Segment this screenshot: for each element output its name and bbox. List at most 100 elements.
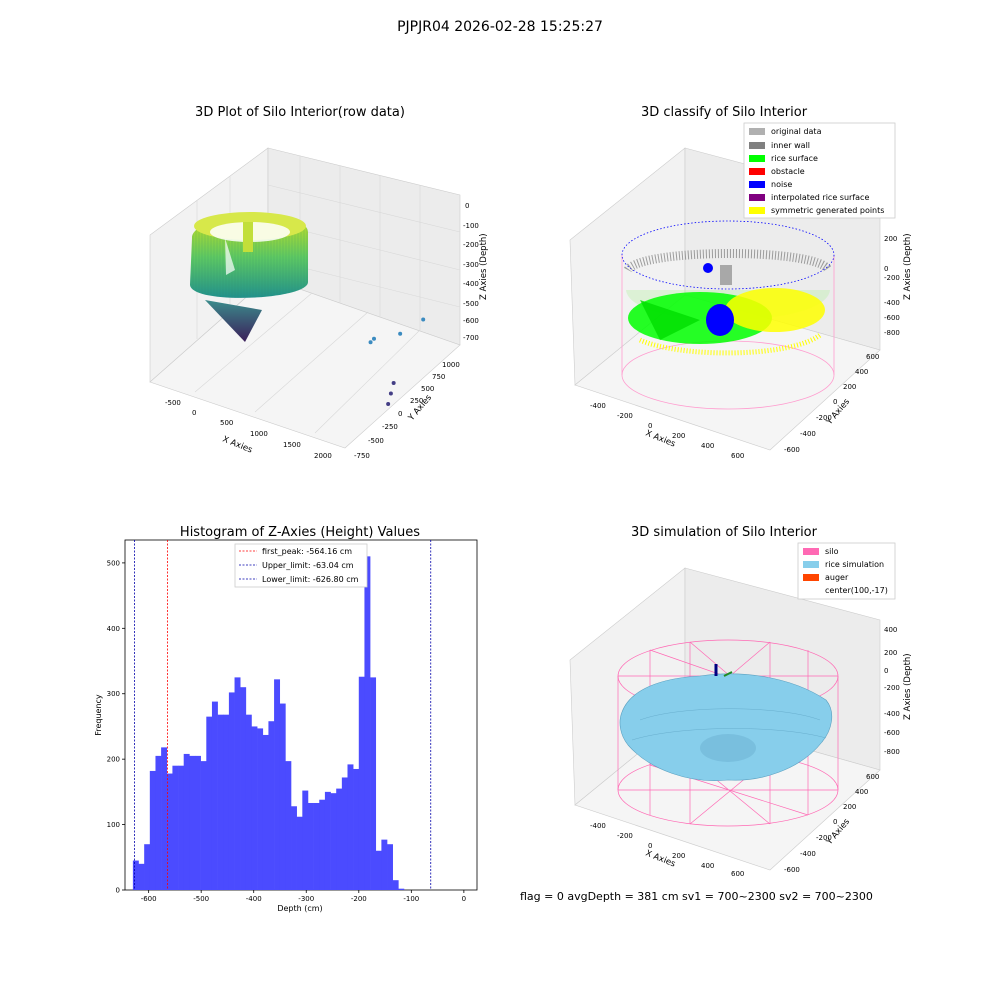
hist-bar-46 xyxy=(392,880,399,890)
p1-ytick-1: -500 xyxy=(368,437,384,445)
hist-bar-34 xyxy=(324,791,331,890)
p1-xtick-4: 1500 xyxy=(283,441,301,449)
panel-classify: 3D classify of Silo Interior original da… xyxy=(569,105,913,460)
hist-bar-36 xyxy=(336,788,343,890)
hist-bar-1 xyxy=(138,863,145,890)
hist-xtick-label-6: 0 xyxy=(462,895,466,903)
hist-bar-32 xyxy=(313,802,320,890)
hist-bar-47 xyxy=(398,888,405,890)
p2-ylabel: Y Axies xyxy=(824,397,852,428)
legend-swatch-silo xyxy=(803,548,819,555)
hist-bar-27 xyxy=(285,761,292,890)
p4-ytick-6: 600 xyxy=(866,773,879,781)
panel-histogram: Histogram of Z-Axies (Height) Values -60… xyxy=(94,525,478,913)
legend-swatch-sym xyxy=(749,207,765,214)
hist-bar-0 xyxy=(132,860,139,890)
hist-bar-14 xyxy=(211,701,218,890)
hist-bar-12 xyxy=(200,761,207,890)
p4-ytick-3: 0 xyxy=(833,818,837,826)
hist-bar-17 xyxy=(228,692,235,890)
legend-swatch-obstacle xyxy=(749,168,765,175)
p2-ztick-3: -400 xyxy=(884,299,900,307)
p2-ztick-2: -200 xyxy=(884,274,900,282)
p4-ztick-0: 400 xyxy=(884,626,897,634)
p4-xtick-0: -400 xyxy=(590,822,606,830)
legend-original: original data xyxy=(771,127,822,136)
hist-bar-18 xyxy=(234,677,241,890)
hist-bar-20 xyxy=(245,714,252,890)
p2-xtick-2: 0 xyxy=(648,422,652,430)
hist-bar-26 xyxy=(279,703,286,890)
p1-xtick-3: 1000 xyxy=(250,430,268,438)
hist-bar-40 xyxy=(358,676,365,890)
p4-ztick-4: -400 xyxy=(884,710,900,718)
hist-ytick-label-5: 500 xyxy=(107,559,120,567)
hist-bar-19 xyxy=(240,687,247,890)
hist-bar-13 xyxy=(206,716,213,890)
hist-legend: first_peak: -564.16 cm Upper_limit: -63.… xyxy=(234,543,368,588)
p2-ztick-0: 200 xyxy=(884,235,897,243)
hist-ylabel: Frequency xyxy=(94,694,103,736)
hist-bar-25 xyxy=(274,679,281,890)
hist-ytick-label-4: 400 xyxy=(107,625,120,633)
legend-swatch-noise xyxy=(749,181,765,188)
panel-raw-data: 3D Plot of Silo Interior(row data) xyxy=(149,105,489,460)
hist-bar-21 xyxy=(251,726,258,890)
panel3-title: Histogram of Z-Axies (Height) Values xyxy=(180,525,420,540)
legend-first-peak: first_peak: -564.16 cm xyxy=(262,547,352,556)
hist-bar-41 xyxy=(364,556,371,890)
p1-ytick-5: 500 xyxy=(421,385,434,393)
panel4-legend: silo rice simulation auger center(100,-1… xyxy=(797,542,896,600)
p2-xtick-5: 600 xyxy=(731,452,744,460)
panel2-title: 3D classify of Silo Interior xyxy=(641,105,808,120)
p1-zlabel: Z Axies (Depth) xyxy=(479,233,489,300)
p1-ztick-6: -600 xyxy=(463,317,479,325)
hist-x-ticks: -600 -500 -400 -300 -200 -100 0 xyxy=(141,890,466,903)
p1-xtick-5: 2000 xyxy=(314,452,332,460)
p2-zlabel: Z Axies (Depth) xyxy=(903,233,913,300)
panel-simulation: 3D simulation of Silo Interior xyxy=(569,525,913,878)
p1-ztick-2: -200 xyxy=(463,241,479,249)
p1-ytick-3: 0 xyxy=(398,410,402,418)
legend-noise: noise xyxy=(771,180,792,189)
hist-ytick-label-2: 200 xyxy=(107,756,120,764)
p1-ztick-5: -500 xyxy=(463,300,479,308)
hist-bar-35 xyxy=(330,793,337,890)
hist-bar-6 xyxy=(166,773,173,890)
p1-outlier-1 xyxy=(368,340,373,345)
p2-ytick-2: -200 xyxy=(816,414,832,422)
hist-bar-10 xyxy=(189,755,196,890)
hist-bar-31 xyxy=(307,802,314,890)
hist-bar-43 xyxy=(375,850,382,890)
panel4-title: 3D simulation of Silo Interior xyxy=(631,525,818,540)
hist-bar-42 xyxy=(370,677,377,890)
p4-ytick-5: 400 xyxy=(855,788,868,796)
legend-auger: auger xyxy=(825,573,849,582)
p1-ztick-0: 0 xyxy=(465,202,469,210)
p4-xtick-1: -200 xyxy=(617,832,633,840)
hist-bar-16 xyxy=(223,714,230,890)
p1-xtick-0: -500 xyxy=(165,399,181,407)
p1-ztick-7: -700 xyxy=(463,334,479,342)
p2-ytick-6: 600 xyxy=(866,353,879,361)
legend-rice-surface: rice surface xyxy=(771,154,818,163)
hist-bar-9 xyxy=(183,753,190,890)
legend-lower-limit: Lower_limit: -626.80 cm xyxy=(262,575,359,584)
p2-ytick-3: 0 xyxy=(833,398,837,406)
legend-swatch-auger xyxy=(803,574,819,581)
panel1-grid xyxy=(194,156,461,434)
p2-xtick-4: 400 xyxy=(701,442,714,450)
p2-ytick-0: -600 xyxy=(784,446,800,454)
figure-suptitle: PJPJR04 2026-02-28 15:25:27 xyxy=(397,19,603,35)
p1-ytick-6: 750 xyxy=(432,373,445,381)
p1-ytick-2: -250 xyxy=(382,423,398,431)
panel4-rice-surface xyxy=(619,664,833,781)
hist-bar-3 xyxy=(149,770,156,890)
p1-outlier-3 xyxy=(421,317,426,322)
hist-bar-2 xyxy=(144,844,151,890)
legend-swatch-rice-surface xyxy=(749,155,765,162)
hist-bar-44 xyxy=(381,839,388,890)
legend-rice-sim: rice simulation xyxy=(825,560,884,569)
hist-bar-5 xyxy=(161,747,168,890)
